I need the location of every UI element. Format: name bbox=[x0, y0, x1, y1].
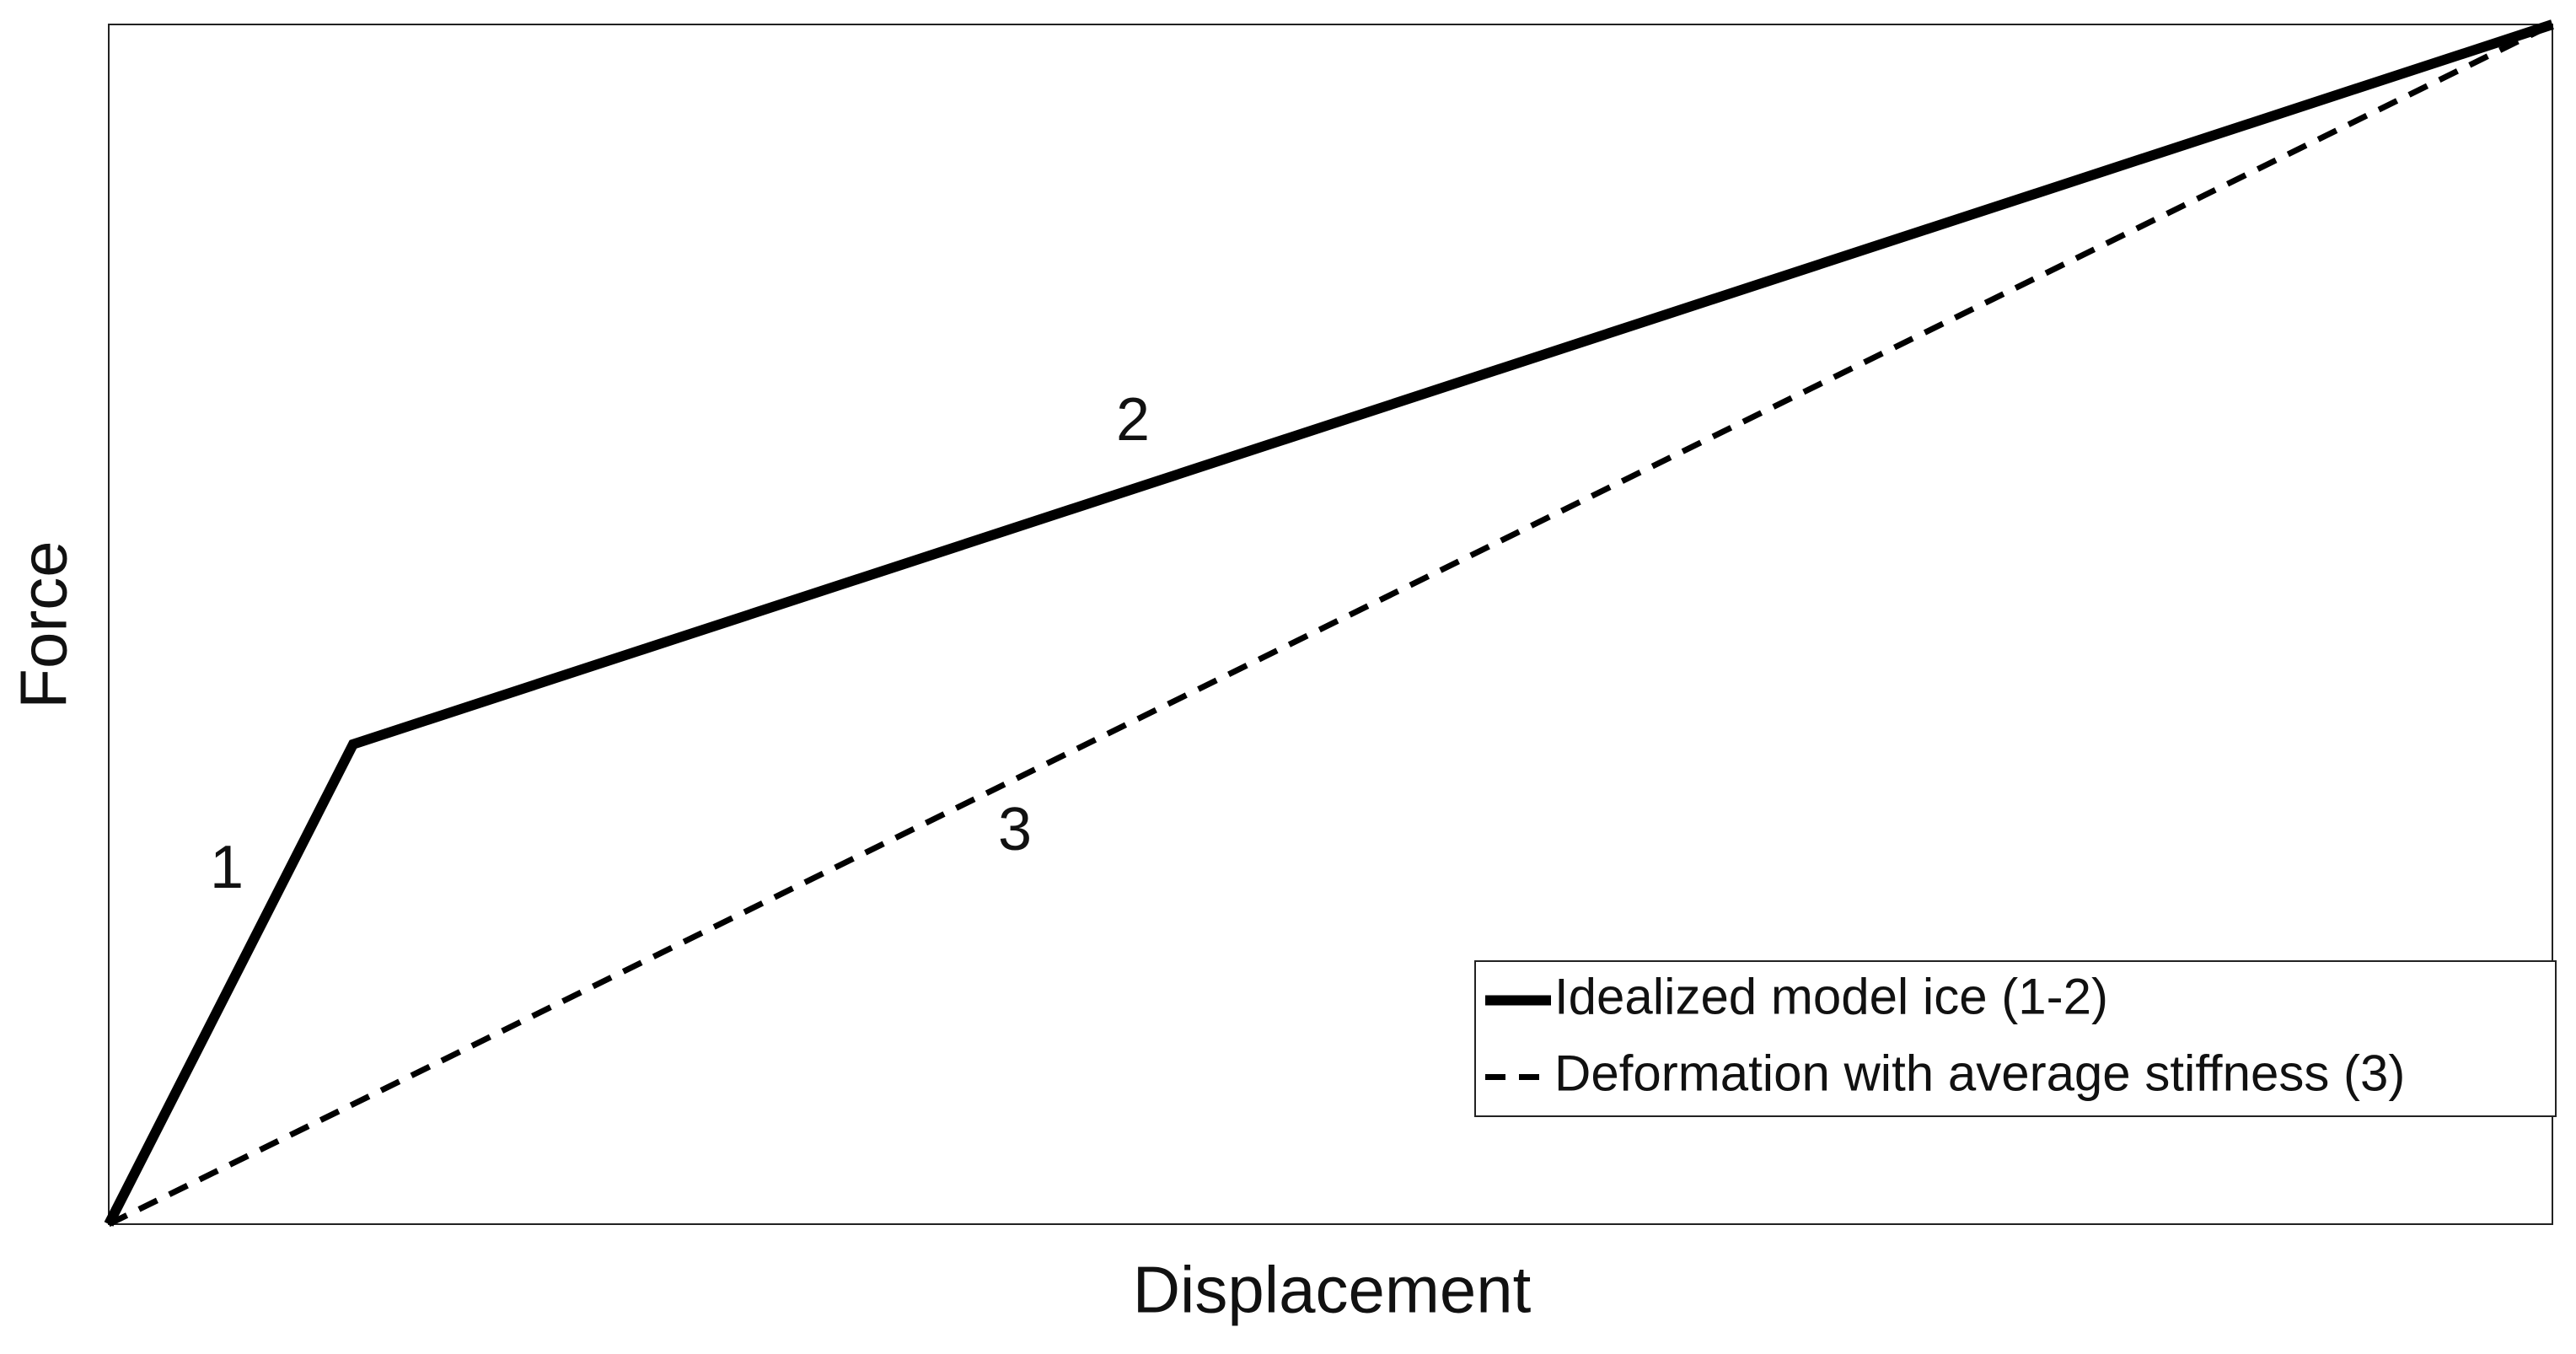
legend-label: Idealized model ice (1-2) bbox=[1554, 968, 2108, 1024]
data-line bbox=[104, 19, 2554, 1227]
annotation: 3 bbox=[998, 796, 1032, 863]
y-axis-label: Force bbox=[7, 540, 81, 708]
annotation: 2 bbox=[1116, 386, 1150, 454]
plot-frame bbox=[108, 24, 2553, 1225]
x-axis-label: Displacement bbox=[1133, 1253, 1532, 1327]
legend-box bbox=[1474, 960, 2557, 1117]
legend-label: Deformation with average stiffness (3) bbox=[1554, 1045, 2405, 1101]
data-line bbox=[107, 21, 2554, 1228]
annotation: 1 bbox=[210, 834, 244, 901]
